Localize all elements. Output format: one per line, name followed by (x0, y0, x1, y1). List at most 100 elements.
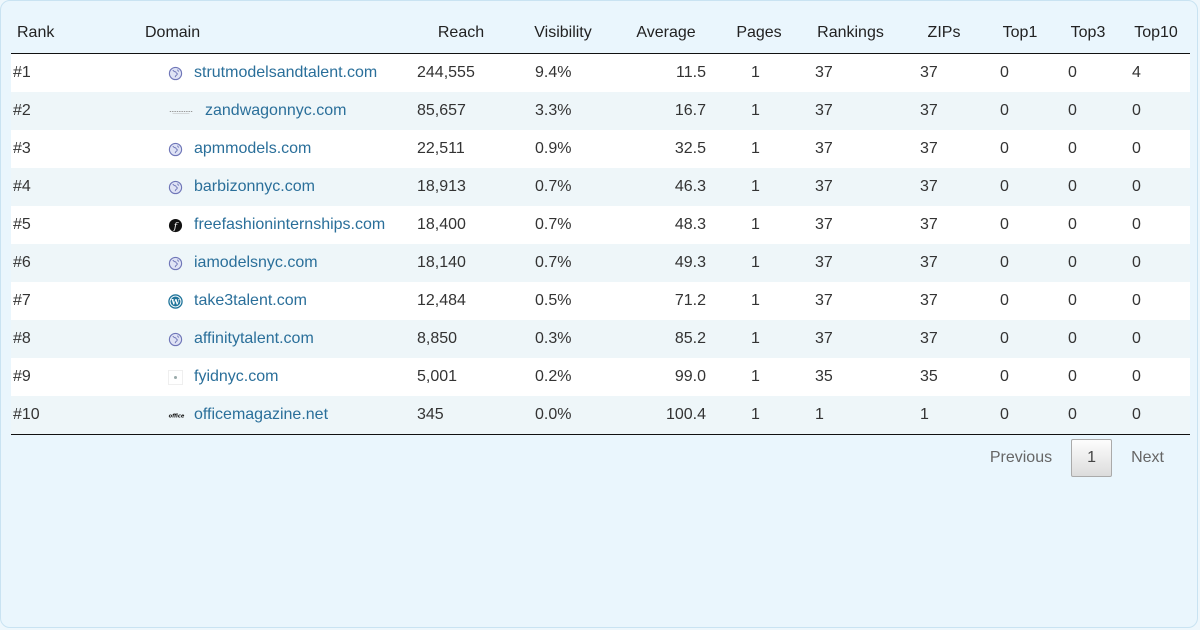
rank-cell: #7 (11, 282, 89, 320)
column-header-pages[interactable]: Pages (719, 13, 799, 54)
table-row: #1 strutmodelsandtalent.com 244,555 9.4% 11.… (11, 53, 1190, 92)
domain-link[interactable]: officemagazine.net (194, 406, 329, 423)
top1-cell: 0 (986, 53, 1054, 92)
reach-cell: 22,511 (409, 130, 513, 168)
rankings-cell: 37 (799, 206, 902, 244)
domain-cell: f freefashioninternships.com (89, 206, 409, 244)
top3-cell: 0 (1054, 244, 1122, 282)
domain-link[interactable]: zandwagonnyc.com (205, 102, 347, 119)
top10-cell: 4 (1122, 53, 1190, 92)
top10-cell: 0 (1122, 206, 1190, 244)
table-header-row: Rank Domain Reach Visibility Average Pag… (11, 13, 1190, 54)
previous-page-button[interactable]: Previous (989, 449, 1053, 466)
reach-cell: 18,140 (409, 244, 513, 282)
svg-text:f: f (173, 220, 179, 231)
globe-icon (168, 332, 183, 347)
rank-cell: #9 (11, 358, 89, 396)
reach-cell: 85,657 (409, 92, 513, 130)
pages-cell: 1 (719, 130, 799, 168)
column-header-zips[interactable]: ZIPs (902, 13, 986, 54)
rankings-cell: 37 (799, 320, 902, 358)
pagination: Previous 1 Next (980, 439, 1174, 477)
top3-cell: 0 (1054, 53, 1122, 92)
f-logo-icon: f (168, 218, 183, 233)
domain-cell: affinitytalent.com (89, 320, 409, 358)
rankings-cell: 37 (799, 130, 902, 168)
reach-cell: 244,555 (409, 53, 513, 92)
domain-link[interactable]: strutmodelsandtalent.com (194, 64, 378, 81)
column-header-visibility[interactable]: Visibility (513, 13, 613, 54)
rank-cell: #2 (11, 92, 89, 130)
column-header-top1[interactable]: Top1 (986, 13, 1054, 54)
column-header-rankings[interactable]: Rankings (799, 13, 902, 54)
table-row: #10 office officemagazine.net 345 0.0% 100.4 1… (11, 396, 1190, 435)
top10-cell: 0 (1122, 396, 1190, 435)
visibility-cell: 0.7% (513, 244, 613, 282)
pages-cell: 1 (719, 358, 799, 396)
average-cell: 100.4 (613, 396, 719, 435)
site-logo-icon (168, 104, 194, 119)
top10-cell: 0 (1122, 244, 1190, 282)
zips-cell: 37 (902, 53, 986, 92)
visibility-cell: 3.3% (513, 92, 613, 130)
rank-cell: #6 (11, 244, 89, 282)
visibility-cell: 0.3% (513, 320, 613, 358)
domain-link[interactable]: fyidnyc.com (194, 368, 279, 385)
average-cell: 71.2 (613, 282, 719, 320)
domain-cell: strutmodelsandtalent.com (89, 53, 409, 92)
visibility-cell: 9.4% (513, 53, 613, 92)
svg-text:W: W (170, 297, 180, 306)
current-page-button[interactable]: 1 (1071, 439, 1113, 477)
reach-cell: 12,484 (409, 282, 513, 320)
pages-cell: 1 (719, 53, 799, 92)
domain-cell: fyidnyc.com (89, 358, 409, 396)
average-cell: 99.0 (613, 358, 719, 396)
visibility-cell: 0.0% (513, 396, 613, 435)
top10-cell: 0 (1122, 282, 1190, 320)
top1-cell: 0 (986, 206, 1054, 244)
rankings-cell: 37 (799, 53, 902, 92)
rank-cell: #8 (11, 320, 89, 358)
pages-cell: 1 (719, 320, 799, 358)
domain-link[interactable]: affinitytalent.com (194, 330, 314, 347)
zips-cell: 37 (902, 282, 986, 320)
rank-cell: #5 (11, 206, 89, 244)
table-row: #9 fyidnyc.com 5,001 0.2% 99.0 1 35 35 0 0 0 (11, 358, 1190, 396)
reach-cell: 18,400 (409, 206, 513, 244)
domain-link[interactable]: freefashioninternships.com (194, 216, 386, 233)
visibility-cell: 0.5% (513, 282, 613, 320)
domain-cell: apmmodels.com (89, 130, 409, 168)
rank-cell: #4 (11, 168, 89, 206)
next-page-button[interactable]: Next (1131, 449, 1164, 466)
top3-cell: 0 (1054, 168, 1122, 206)
top1-cell: 0 (986, 396, 1054, 435)
top3-cell: 0 (1054, 358, 1122, 396)
column-header-domain[interactable]: Domain (89, 13, 409, 54)
domain-link[interactable]: iamodelsnyc.com (194, 254, 318, 271)
domain-link[interactable]: apmmodels.com (194, 140, 312, 157)
top10-cell: 0 (1122, 130, 1190, 168)
domain-rankings-table: Rank Domain Reach Visibility Average Pag… (11, 13, 1190, 435)
top1-cell: 0 (986, 92, 1054, 130)
table-row: #6 iamodelsnyc.com 18,140 0.7% 49.3 1 37 37 0 0 0 (11, 244, 1190, 282)
column-header-top10[interactable]: Top10 (1122, 13, 1190, 54)
pages-cell: 1 (719, 396, 799, 435)
reach-cell: 5,001 (409, 358, 513, 396)
column-header-rank[interactable]: Rank (11, 13, 89, 54)
domain-link[interactable]: take3talent.com (194, 292, 307, 309)
average-cell: 16.7 (613, 92, 719, 130)
column-header-reach[interactable]: Reach (409, 13, 513, 54)
column-header-average[interactable]: Average (613, 13, 719, 54)
table-row: #5 f freefashioninternships.com 18,400 0.7% 4… (11, 206, 1190, 244)
domain-link[interactable]: barbizonnyc.com (194, 178, 315, 195)
top1-cell: 0 (986, 358, 1054, 396)
zips-cell: 37 (902, 244, 986, 282)
column-header-top3[interactable]: Top3 (1054, 13, 1122, 54)
reach-cell: 345 (409, 396, 513, 435)
top3-cell: 0 (1054, 92, 1122, 130)
table-row: #3 apmmodels.com 22,511 0.9% 32.5 1 37 37 0 0 0 (11, 130, 1190, 168)
pages-cell: 1 (719, 92, 799, 130)
rankings-cell: 1 (799, 396, 902, 435)
